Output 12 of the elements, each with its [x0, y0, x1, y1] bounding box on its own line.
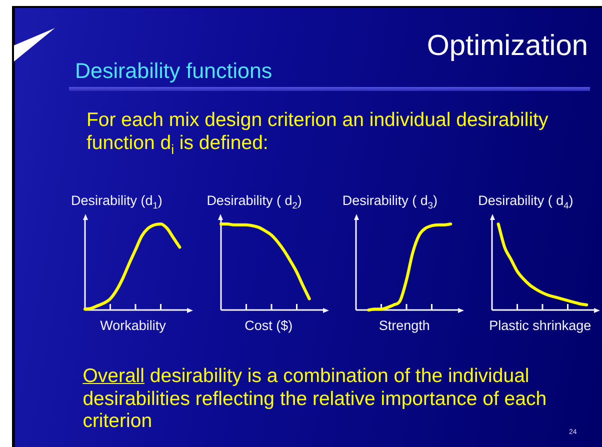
x-axis-title: Cost ($): [244, 318, 294, 332]
x-axis-title: Plastic shrinkage: [488, 318, 592, 332]
x-axis-title: Workability: [99, 318, 167, 332]
y-axis-title: Desirability (d$_{1}$): [71, 193, 162, 211]
x-axis-title: Strength: [378, 318, 431, 332]
text: Optimization: [426, 30, 588, 62]
text: Overall desirability is a combination of the individual desirabilities reflecting the relative importance of each criterion: [82, 365, 547, 432]
y-axis-title: Desirability ( d$_{4}$): [478, 193, 574, 211]
y-axis-title: Desirability ( d$_{3}$): [342, 193, 438, 211]
y-axis-title: Desirability ( d$_{2}$): [206, 193, 302, 211]
text: For each mix design criterion an individual desirability function d$_{i}$ is defined:: [86, 109, 550, 157]
text: Desirability functions: [75, 58, 272, 84]
